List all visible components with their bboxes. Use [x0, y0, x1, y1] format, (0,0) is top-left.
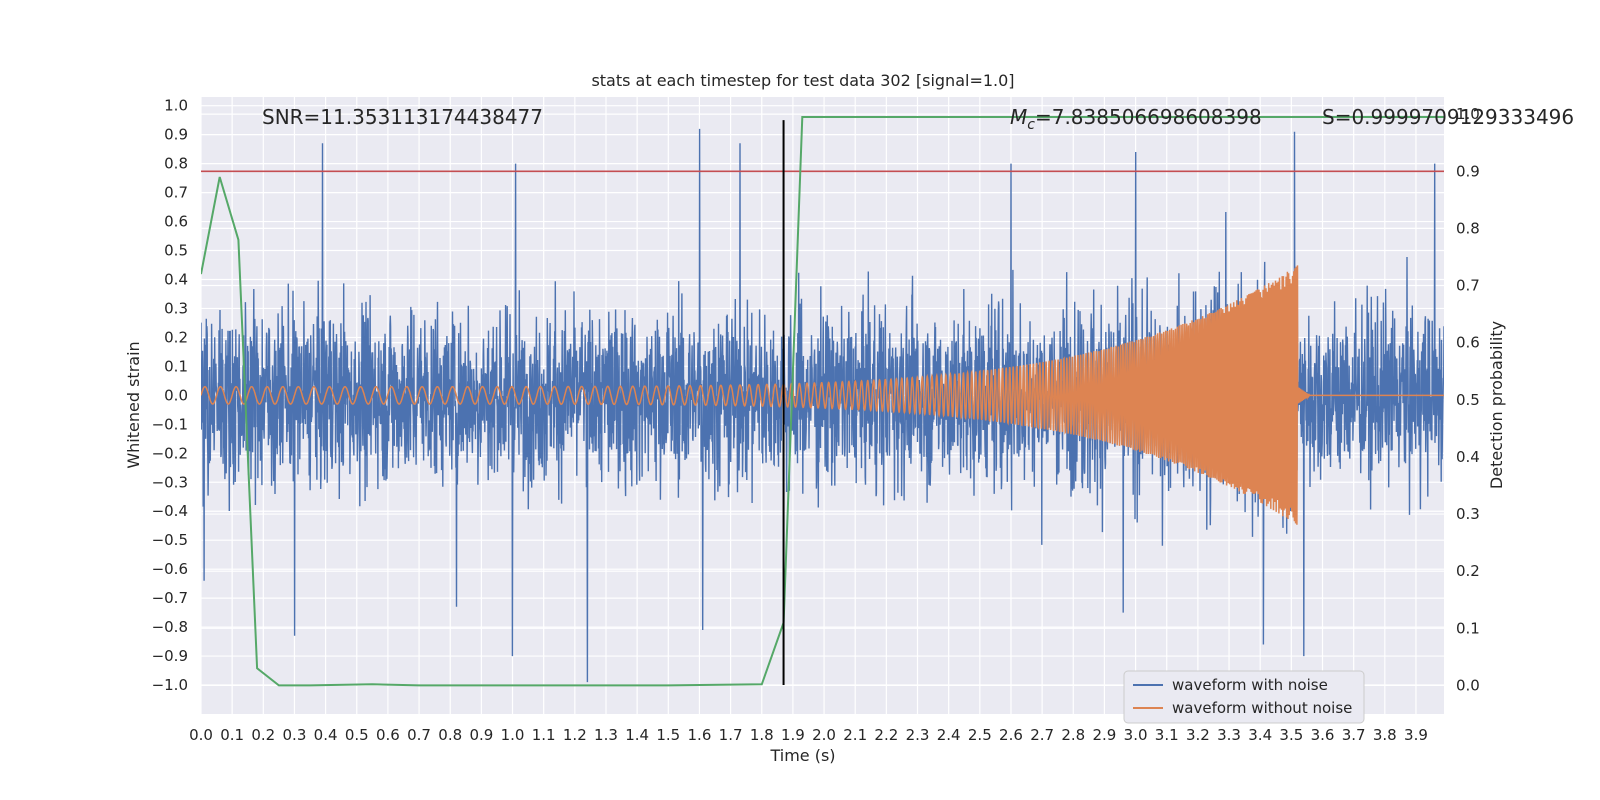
x-tick-label: 2.0	[812, 726, 836, 744]
x-tick-label: 2.1	[843, 726, 867, 744]
y-tick-label-left: 0.4	[164, 270, 188, 288]
x-tick-label: 3.3	[1217, 726, 1241, 744]
y-tick-label-left: 0.2	[164, 328, 188, 346]
y-tick-label-right: 0.5	[1456, 391, 1480, 409]
y-tick-label-left: −0.1	[152, 415, 188, 433]
x-tick-label: 0.9	[469, 726, 493, 744]
y-tick-label-left: −1.0	[152, 676, 188, 694]
x-tick-label: 1.4	[625, 726, 649, 744]
y-tick-label-right: 0.9	[1456, 162, 1480, 180]
x-tick-label: 3.4	[1248, 726, 1272, 744]
y-tick-label-left: 1.0	[164, 97, 188, 115]
x-tick-label: 0.4	[314, 726, 338, 744]
x-tick-label: 0.2	[251, 726, 275, 744]
x-tick-label: 1.0	[501, 726, 525, 744]
s-annotation: S=0.9999709129333496	[1322, 105, 1574, 129]
x-tick-label: 0.5	[345, 726, 369, 744]
x-tick-label: 2.3	[906, 726, 930, 744]
x-tick-label: 3.2	[1186, 726, 1210, 744]
x-tick-label: 0.1	[220, 726, 244, 744]
x-tick-label: 2.5	[968, 726, 992, 744]
x-tick-label: 0.6	[376, 726, 400, 744]
y-axis-label-left: Whitened strain	[124, 341, 143, 468]
y-tick-label-left: 0.0	[164, 386, 188, 404]
legend: waveform with noise waveform without noi…	[1123, 670, 1365, 724]
y-tick-label-left: −0.8	[152, 618, 188, 636]
y-tick-label-left: −0.9	[152, 647, 188, 665]
x-axis-label: Time (s)	[769, 746, 835, 765]
x-tick-label: 0.7	[407, 726, 431, 744]
x-tick-label: 3.1	[1155, 726, 1179, 744]
x-tick-label: 3.6	[1311, 726, 1335, 744]
x-tick-label: 3.0	[1124, 726, 1148, 744]
x-tick-label: 2.4	[937, 726, 961, 744]
y-tick-label-left: −0.4	[152, 502, 188, 520]
y-tick-label-left: −0.5	[152, 531, 188, 549]
y-axis-label-right: Detection probability	[1487, 321, 1506, 489]
x-tick-label: 3.5	[1279, 726, 1303, 744]
legend-label-noise: waveform with noise	[1172, 676, 1328, 694]
x-tick-label: 1.3	[594, 726, 618, 744]
series-waveform-without-noise	[201, 265, 1444, 525]
chart-title: stats at each timestep for test data 302…	[591, 71, 1014, 90]
x-tick-label: 2.6	[999, 726, 1023, 744]
y-tick-label-left: 0.6	[164, 213, 188, 231]
x-tick-label: 3.7	[1342, 726, 1366, 744]
x-tick-label: 1.5	[656, 726, 680, 744]
y-tick-label-right: 0.8	[1456, 219, 1480, 237]
x-tick-label: 2.8	[1061, 726, 1085, 744]
y-tick-label-right: 0.4	[1456, 448, 1480, 466]
y-tick-label-left: −0.7	[152, 589, 188, 607]
x-tick-label: 3.9	[1404, 726, 1428, 744]
y-tick-label-left: 0.1	[164, 357, 188, 375]
y-tick-label-right: 1.0	[1456, 105, 1480, 123]
y-tick-label-right: 0.0	[1456, 676, 1480, 694]
x-tick-label: 0.0	[189, 726, 213, 744]
snr-annotation: SNR=11.353113174438477	[262, 105, 543, 129]
x-tick-label: 1.2	[563, 726, 587, 744]
y-tick-label-left: −0.3	[152, 473, 188, 491]
x-tick-label: 3.8	[1373, 726, 1397, 744]
x-tick-label: 1.1	[532, 726, 556, 744]
mc-annotation: Mc=7.838506698608398	[1010, 105, 1262, 133]
ticks: 0.0 0.1 0.2 0.3 0.4 0.5 0.6 0.7 0.8 0.9 1.0 1.1 1.2 1…	[152, 97, 1480, 744]
x-tick-label: 0.3	[283, 726, 307, 744]
y-tick-label-left: −0.6	[152, 560, 188, 578]
y-tick-label-left: 0.8	[164, 155, 188, 173]
series-detection-probability	[201, 116, 1444, 687]
x-tick-label: 1.9	[781, 726, 805, 744]
x-tick-label: 0.8	[438, 726, 462, 744]
y-tick-label-left: 0.3	[164, 299, 188, 317]
legend-label-clean: waveform without noise	[1172, 699, 1352, 717]
x-tick-label: 1.7	[719, 726, 743, 744]
y-tick-label-left: 0.9	[164, 126, 188, 144]
series-layer	[201, 116, 1444, 687]
x-tick-label: 2.7	[1030, 726, 1054, 744]
y-tick-label-left: 0.5	[164, 242, 188, 260]
legend-box	[1123, 670, 1365, 724]
x-tick-label: 1.6	[688, 726, 712, 744]
x-tick-label: 1.8	[750, 726, 774, 744]
y-tick-label-right: 0.3	[1456, 505, 1480, 523]
y-tick-label-right: 0.2	[1456, 562, 1480, 580]
y-tick-label-right: 0.7	[1456, 277, 1480, 295]
x-tick-label: 2.2	[874, 726, 898, 744]
y-tick-label-left: 0.7	[164, 184, 188, 202]
y-tick-label-left: −0.2	[152, 444, 188, 462]
x-tick-label: 2.9	[1093, 726, 1117, 744]
y-tick-label-right: 0.1	[1456, 619, 1480, 637]
y-tick-label-right: 0.6	[1456, 334, 1480, 352]
